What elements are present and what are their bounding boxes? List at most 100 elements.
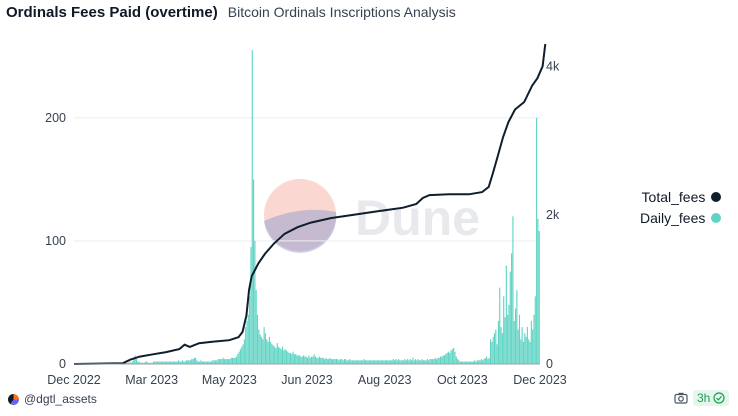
daily-fees-bar (188, 360, 190, 364)
daily-fees-bar (391, 360, 393, 364)
daily-fees-bar (358, 360, 360, 364)
daily-fees-bar (471, 361, 473, 364)
daily-fees-bar (478, 360, 480, 364)
camera-icon[interactable] (674, 391, 688, 405)
daily-fees-bar (210, 361, 213, 364)
daily-fees-bar (137, 361, 139, 364)
legend-item-daily-fees[interactable]: Daily_fees (640, 207, 722, 228)
y-right-tick-label: 4k (546, 59, 560, 73)
daily-fees-bar (383, 360, 385, 364)
daily-fees-bar (475, 361, 477, 364)
daily-fees-bar (493, 333, 496, 364)
refresh-time-badge[interactable]: 3h (693, 390, 730, 406)
daily-fees-bar (230, 357, 232, 364)
daily-fees-bar (464, 361, 467, 364)
daily-fees-bar (354, 360, 356, 364)
daily-fees-bar (492, 336, 494, 364)
daily-fees-bar (130, 362, 132, 364)
daily-fees-bar (392, 359, 394, 364)
daily-fees-bar (237, 354, 239, 364)
grid-lines (74, 117, 540, 242)
daily-fees-bar (316, 357, 318, 364)
daily-fees-bar (511, 253, 513, 364)
daily-fees-bar (158, 361, 160, 364)
daily-fees-bar (350, 360, 352, 364)
daily-fees-bar (201, 361, 203, 364)
daily-fees-bar (233, 357, 235, 364)
daily-fees-bar (241, 346, 243, 364)
daily-fees-bar (192, 359, 194, 364)
daily-fees-bar (125, 362, 127, 364)
daily-fees-bar (372, 360, 374, 364)
daily-fees-bar (216, 360, 218, 364)
daily-fees-bar (292, 351, 294, 364)
daily-fees-bar (174, 361, 176, 364)
daily-fees-bar (283, 350, 285, 364)
daily-fees-bar (508, 304, 510, 364)
daily-fees-bar (326, 359, 328, 364)
daily-fees-bar (417, 359, 419, 364)
daily-fees-bar (268, 336, 270, 364)
daily-fees-bar (325, 357, 327, 364)
daily-fees-bar (429, 359, 431, 364)
daily-fees-bar (256, 314, 259, 364)
daily-fees-bar (366, 360, 368, 364)
daily-fees-bar (476, 360, 478, 364)
legend-dot-total-fees (711, 191, 722, 202)
daily-fees-bar (250, 247, 252, 364)
daily-fees-bar (171, 361, 173, 364)
daily-fees-bar (170, 361, 172, 364)
daily-fees-bar (378, 360, 380, 364)
daily-fees-bar (254, 240, 256, 364)
daily-fees-bar (463, 361, 465, 364)
daily-fees-bar (345, 359, 347, 364)
daily-fees-bar (416, 360, 418, 364)
daily-fees-bar (231, 357, 234, 364)
daily-fees-bar (395, 359, 397, 364)
daily-fees-bar (514, 308, 517, 364)
daily-fees-bar (466, 361, 468, 364)
daily-fees-bar (154, 361, 156, 364)
daily-fees-bar (532, 329, 534, 364)
daily-fees-bar (483, 359, 485, 364)
daily-fees-bar (410, 360, 413, 364)
daily-fees-bar (520, 339, 522, 364)
daily-fees-bar (505, 265, 507, 364)
daily-fees-bar (424, 360, 426, 364)
daily-fees-bar (396, 360, 398, 364)
daily-fees-bar (135, 359, 137, 364)
daily-fees-bar (289, 352, 292, 364)
daily-fees-bar (341, 359, 343, 364)
x-tick-label: Jun 2023 (281, 373, 332, 387)
legend-item-total-fees[interactable]: Total_fees (640, 186, 722, 207)
daily-fees-bar (274, 346, 276, 364)
daily-fees-bar (263, 327, 265, 364)
daily-fees-bar (139, 362, 141, 364)
daily-fees-bar (162, 361, 164, 364)
daily-fees-bar (164, 361, 166, 364)
legend-label: Daily_fees (640, 209, 706, 226)
daily-fees-bar (454, 351, 456, 364)
daily-fees-bar (220, 359, 222, 364)
daily-fees-bar (187, 360, 189, 364)
author-link[interactable]: @dgtl_assets (8, 392, 97, 406)
daily-fees-bar (131, 361, 134, 364)
daily-fees-bar (284, 349, 286, 364)
daily-fees-bar (333, 359, 335, 364)
daily-fees-bar (426, 359, 428, 364)
y-left-tick-label: 100 (45, 234, 66, 248)
daily-fees-bar (205, 361, 207, 364)
daily-fees-bar (258, 329, 260, 364)
daily-fees-bar (179, 361, 181, 364)
check-circle-icon (713, 392, 725, 404)
daily-fees-bar (339, 359, 342, 364)
daily-fees-bar (217, 359, 219, 364)
daily-fees-bar (212, 360, 214, 364)
daily-fees-bar (172, 361, 174, 364)
daily-fees-bar (260, 336, 263, 364)
daily-fees-bar (480, 359, 482, 364)
daily-fees-bar (133, 357, 135, 364)
daily-fees-bar (362, 360, 364, 364)
daily-fees-bar (303, 355, 305, 364)
daily-fees-bar (308, 355, 310, 364)
